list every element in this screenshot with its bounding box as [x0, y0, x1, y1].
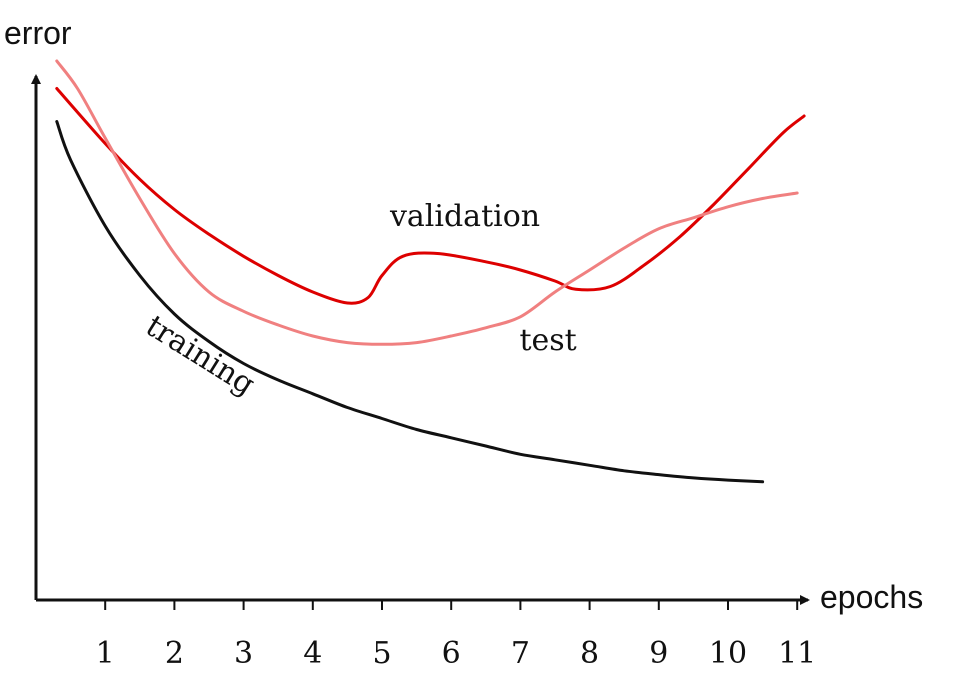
- x-ticks: 1 2 3 4 5 6 7 8 9 10 11: [96, 600, 816, 671]
- x-tick-label-11: 11: [778, 636, 816, 671]
- y-axis-title: error: [4, 15, 72, 51]
- training-curve: [55, 120, 765, 484]
- x-tick-label-9: 9: [649, 636, 668, 671]
- x-tick-label-5: 5: [372, 636, 391, 671]
- x-tick-label-7: 7: [511, 636, 530, 671]
- test-label: test: [519, 323, 576, 358]
- x-tick-label-3: 3: [234, 636, 253, 671]
- validation-curve: [55, 87, 806, 305]
- series-group: [55, 59, 806, 484]
- x-axis-title: epochs: [820, 579, 923, 615]
- test-curve: [55, 59, 799, 346]
- x-tick-label-4: 4: [303, 636, 322, 671]
- training-label: training: [139, 308, 260, 402]
- x-tick-label-8: 8: [580, 636, 599, 671]
- validation-label: validation: [389, 199, 540, 234]
- x-tick-label-2: 2: [165, 636, 184, 671]
- curve-labels: validation test training: [139, 199, 576, 402]
- x-tick-label-6: 6: [442, 636, 461, 671]
- x-tick-label-10: 10: [709, 636, 747, 671]
- x-tick-label-1: 1: [96, 636, 115, 671]
